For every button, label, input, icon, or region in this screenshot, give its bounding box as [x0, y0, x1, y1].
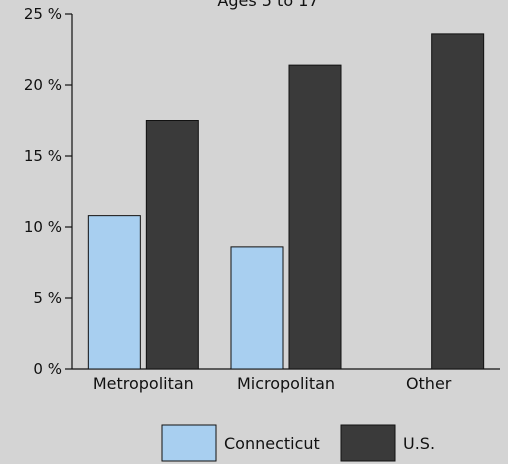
- y-tick-label: 20 %: [24, 76, 62, 94]
- bar-u-s-other: [431, 33, 485, 370]
- legend-label: Connecticut: [224, 434, 320, 453]
- x-category-label: Other: [406, 374, 452, 393]
- chart-legend: Connecticut U.S.: [161, 424, 435, 462]
- chart-axes: [65, 13, 500, 370]
- y-tick-label: 25 %: [24, 5, 62, 23]
- chart-title: Ages 5 to 17: [217, 0, 318, 10]
- bar-connecticut-metropolitan: [87, 215, 141, 370]
- chart-title-group: Ages 5 to 17: [217, 0, 318, 10]
- bar-u-s-micropolitan: [288, 64, 342, 370]
- bar-connecticut-micropolitan: [230, 246, 284, 370]
- bar-u-s-metropolitan: [145, 120, 199, 370]
- y-tick-label: 10 %: [24, 218, 62, 236]
- legend-swatch: [161, 424, 217, 462]
- chart-labels: 0 % 5 % 10 % 15 % 20 % 25 % Metropolitan Microp…: [24, 5, 452, 393]
- legend-swatch: [340, 424, 396, 462]
- x-category-label: Micropolitan: [237, 374, 335, 393]
- chart-bars: [87, 33, 485, 370]
- y-tick-label: 0 %: [33, 360, 62, 378]
- x-category-label: Metropolitan: [93, 374, 194, 393]
- legend-label: U.S.: [403, 434, 435, 453]
- y-tick-label: 15 %: [24, 147, 62, 165]
- y-tick-label: 5 %: [33, 289, 62, 307]
